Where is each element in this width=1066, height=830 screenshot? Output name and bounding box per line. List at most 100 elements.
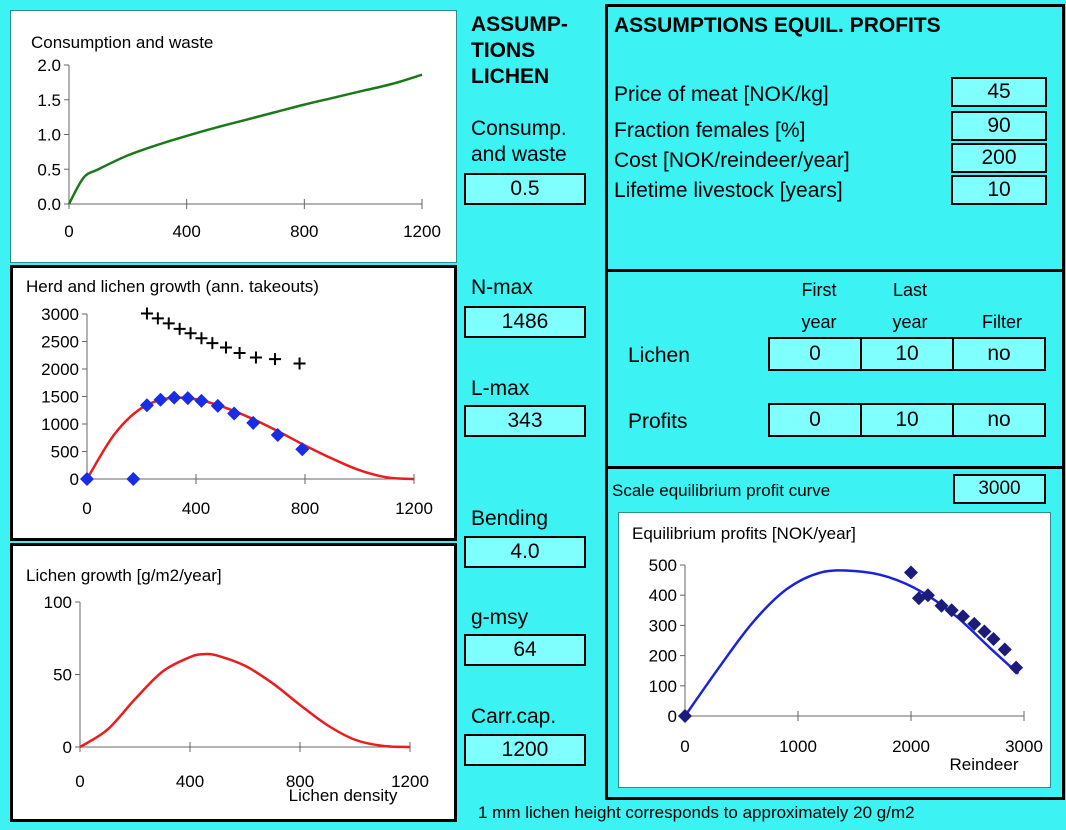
diamond-marker <box>167 390 182 405</box>
plus-marker <box>233 347 246 360</box>
diamond-marker <box>977 624 992 639</box>
scale-input[interactable]: 3000 <box>953 474 1046 504</box>
diamond-marker <box>227 406 242 421</box>
plus-marker <box>206 337 219 350</box>
gmsy-label: g-msy <box>471 606 529 629</box>
y-tick-label: 100 <box>649 677 677 696</box>
lifetime-input[interactable]: 10 <box>951 175 1047 205</box>
y-tick-label: 0 <box>668 707 677 726</box>
curve-line <box>683 569 1020 717</box>
diamond-marker <box>270 428 285 442</box>
diamond-marker <box>911 591 926 606</box>
consump-input[interactable]: 0.5 <box>464 173 586 205</box>
bending-label: Bending <box>471 507 549 530</box>
carrcap-input[interactable]: 1200 <box>464 734 586 766</box>
fraction-females-input[interactable]: 90 <box>951 111 1047 141</box>
x-tick-label: 800 <box>291 499 319 518</box>
plus-marker <box>195 332 208 345</box>
filter-section: First year Last year Filter Lichen 0 10 … <box>605 269 1065 469</box>
x-tick-label: 400 <box>172 222 200 241</box>
lifetime-label: Lifetime livestock [years] <box>614 179 843 202</box>
y-tick-label: 2500 <box>41 333 79 352</box>
lichen-filter-input[interactable]: no <box>952 337 1046 371</box>
profits-first-year-input[interactable]: 0 <box>768 403 862 437</box>
x-tick-label: 400 <box>182 499 210 518</box>
y-tick-label: 1.0 <box>37 126 61 145</box>
lmax-value[interactable]: 343 <box>464 405 586 437</box>
x-tick-label: 800 <box>286 772 314 791</box>
herd-lichen-chart: Herd and lichen growth (ann. takeouts) 0 5… <box>26 277 433 518</box>
lmax-label: L-max <box>471 377 530 400</box>
gmsy-input[interactable]: 64 <box>464 634 586 666</box>
last-year-header-2: year <box>892 312 928 332</box>
cost-input[interactable]: 200 <box>951 143 1047 173</box>
y-tick-label: 300 <box>649 616 677 635</box>
diamond-marker <box>944 603 959 618</box>
x-tick-label: 0 <box>680 737 689 756</box>
lichen-title-line-2: TIONS <box>471 39 536 62</box>
y-tick-label: 50 <box>53 666 72 685</box>
first-year-header-1: First <box>801 280 837 300</box>
profits-row-label: Profits <box>628 410 688 433</box>
diamond-marker <box>920 588 935 603</box>
x-tick-label: 3000 <box>1005 737 1043 756</box>
y-tick-label: 0 <box>70 470 79 489</box>
lichen-title-line-3: LICHEN <box>471 65 550 88</box>
diamond-marker <box>955 609 970 624</box>
y-tick-label: 1500 <box>41 388 79 407</box>
lichen-growth-chart: Lichen growth [g/m2/year] 0 50 100 0 400 800 12… <box>26 566 429 805</box>
diamond-marker <box>678 709 692 723</box>
plus-marker <box>249 351 262 364</box>
diamond-marker <box>153 392 168 407</box>
diamond-marker <box>180 391 195 406</box>
lichen-title: ASSUMP- TIONS LICHEN <box>471 12 568 90</box>
profits-last-year-input[interactable]: 10 <box>860 403 954 437</box>
diamond-marker <box>934 598 949 613</box>
y-tick-label: 1000 <box>41 415 79 434</box>
chart-title: Herd and lichen growth (ann. takeouts) <box>26 277 319 296</box>
diamond-marker <box>80 472 94 486</box>
y-tick-label: 1.5 <box>37 91 61 110</box>
consumption-chart-panel: Consumption and waste 0.0 0.5 1.0 1.5 2.0 0 400… <box>10 10 457 263</box>
diamond-marker <box>904 565 918 580</box>
diamond-marker <box>210 398 225 413</box>
consump-label-line-1: Consump. <box>471 117 567 140</box>
diamond-marker <box>967 616 982 631</box>
nmax-label: N-max <box>471 276 533 299</box>
equilibrium-profits-chart: Equilibrium profits [NOK/year] 0 100 200 300… <box>632 524 1043 774</box>
x-tick-label: 1200 <box>403 222 441 241</box>
plus-marker <box>162 317 175 330</box>
bending-input[interactable]: 4.0 <box>464 536 586 568</box>
plus-marker <box>140 307 153 320</box>
chart-title: Lichen growth [g/m2/year] <box>26 566 222 585</box>
y-tick-label: 100 <box>44 593 72 612</box>
plus-marker <box>269 353 282 366</box>
consumption-chart: Consumption and waste 0.0 0.5 1.0 1.5 2.0 0 400… <box>31 33 441 241</box>
price-meat-label: Price of meat [NOK/kg] <box>614 83 829 106</box>
lichen-first-year-input[interactable]: 0 <box>768 337 862 371</box>
equilibrium-chart-panel: Equilibrium profits [NOK/year] 0 100 200 300… <box>618 512 1051 788</box>
consump-label-line-2: and waste <box>471 143 567 166</box>
plus-marker <box>173 322 186 335</box>
y-tick-label: 500 <box>51 443 79 462</box>
footer-note: 1 mm lichen height corresponds to approx… <box>478 803 915 822</box>
curve-line <box>85 396 415 481</box>
diamond-marker <box>246 415 261 430</box>
fraction-females-label: Fraction females [%] <box>614 119 806 142</box>
profits-filter-input[interactable]: no <box>952 403 1046 437</box>
x-tick-label: 0 <box>64 222 73 241</box>
profit-assumptions-section: ASSUMPTIONS EQUIL. PROFITS Price of meat… <box>605 4 1065 272</box>
x-tick-label: 0 <box>82 499 91 518</box>
price-meat-input[interactable]: 45 <box>951 77 1047 107</box>
lichen-last-year-input[interactable]: 10 <box>860 337 954 371</box>
y-tick-label: 400 <box>649 586 677 605</box>
last-year-header-1: Last <box>892 280 928 300</box>
x-tick-label: 1200 <box>395 499 433 518</box>
carrcap-label: Carr.cap. <box>471 705 557 728</box>
equilibrium-section: Scale equilibrium profit curve 3000 Equi… <box>605 466 1065 800</box>
y-tick-label: 0.5 <box>37 160 61 179</box>
first-year-header-2: year <box>801 312 837 332</box>
nmax-value[interactable]: 1486 <box>464 306 586 338</box>
cost-label: Cost [NOK/reindeer/year] <box>614 149 850 172</box>
filter-header: Filter <box>982 312 1022 332</box>
